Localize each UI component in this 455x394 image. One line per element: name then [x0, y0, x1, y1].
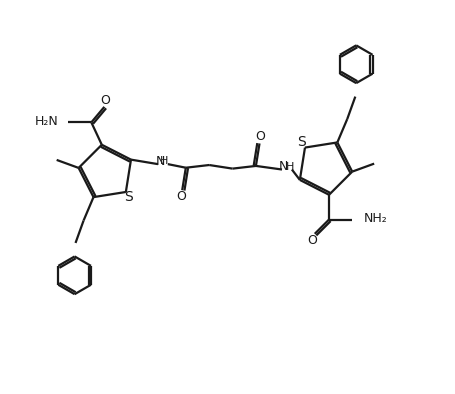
- Text: H: H: [286, 162, 295, 172]
- Text: S: S: [124, 190, 132, 204]
- Text: NH₂: NH₂: [364, 212, 387, 225]
- Text: O: O: [177, 190, 186, 203]
- Text: S: S: [297, 135, 306, 149]
- Text: N: N: [279, 160, 288, 173]
- Text: O: O: [255, 130, 265, 143]
- Text: N: N: [156, 155, 165, 168]
- Text: H: H: [160, 156, 168, 166]
- Text: O: O: [307, 234, 317, 247]
- Text: H₂N: H₂N: [34, 115, 58, 128]
- Text: O: O: [100, 94, 110, 107]
